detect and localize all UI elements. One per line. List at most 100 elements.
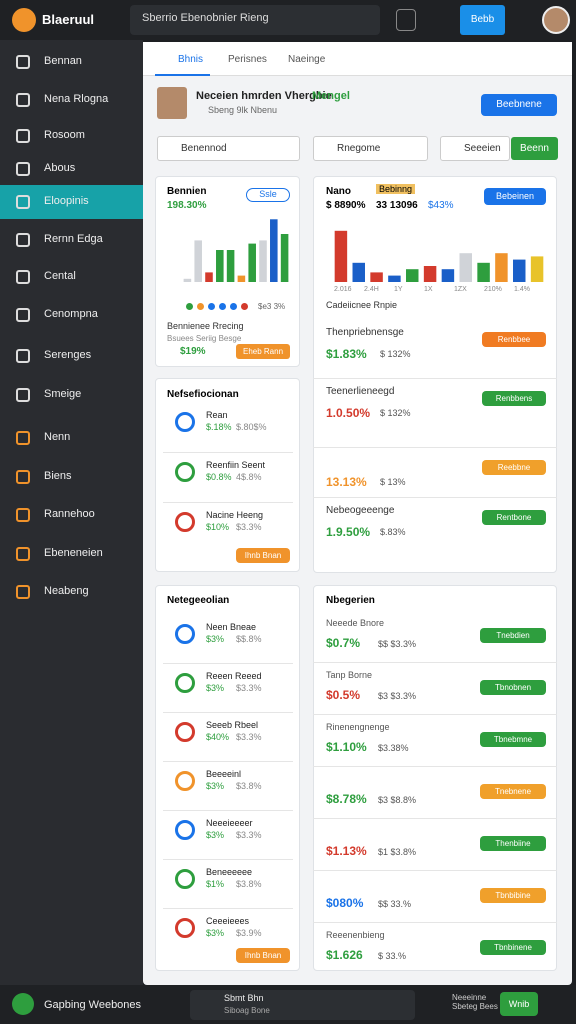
bar [477, 262, 490, 282]
row-button[interactable]: Renbbee [482, 332, 546, 347]
sidebar-item[interactable]: Rannehoo [44, 508, 95, 520]
sidebar-item[interactable]: Cental [44, 270, 76, 282]
sidebar-icon [16, 547, 30, 561]
sidebar-icon [16, 308, 30, 322]
bar [259, 240, 267, 282]
row-title: Teenerlieneegd [326, 386, 395, 397]
divider [163, 452, 293, 453]
chart-button[interactable]: Bebeinen [484, 188, 546, 205]
list-item-title: Reenfiin Seent [206, 460, 266, 470]
row-button[interactable]: Tnebnene [480, 784, 546, 799]
bar [352, 262, 365, 282]
sidebar-item[interactable]: Cenompna [44, 308, 98, 320]
divider [313, 766, 557, 767]
list-item-title: Beeeeinl [206, 769, 242, 779]
list-item-b: $3.3% [236, 522, 262, 532]
row-button[interactable]: Reebbne [482, 460, 546, 475]
filter-dropdown[interactable] [440, 136, 510, 161]
list-item-a: $1% [206, 879, 225, 889]
row-button[interactable]: Tbnobnen [480, 680, 546, 695]
divider [313, 870, 557, 871]
sidebar-item[interactable]: Biens [44, 470, 72, 482]
icon-button[interactable] [396, 9, 416, 31]
list-button[interactable]: Ihnb Bnan [236, 548, 290, 563]
profile-button[interactable]: Beebnene [481, 94, 557, 116]
row-title: Neeede Bnore [326, 618, 385, 628]
sidebar-item[interactable]: Smeige [44, 388, 82, 400]
bar [280, 234, 289, 282]
sidebar-icon [16, 162, 30, 176]
row-button[interactable]: Rentbone [482, 510, 546, 525]
bar-chart [183, 219, 289, 282]
row-button[interactable]: Tnebdien [480, 628, 546, 643]
x-tick-label: 1ZX [454, 286, 467, 293]
sidebar-icon [16, 195, 30, 209]
sidebar-item[interactable]: Serenges [44, 349, 92, 361]
row-small: $.83% [380, 527, 406, 537]
bar [513, 259, 526, 282]
chart-button[interactable]: Eheb Rann [236, 344, 290, 359]
list-icon [175, 512, 195, 532]
legend-dot [219, 303, 226, 310]
top-button[interactable]: Bebb [460, 5, 505, 35]
filter-dropdown[interactable] [313, 136, 428, 161]
filter-button[interactable]: Beenn [511, 137, 558, 160]
bar [441, 269, 455, 282]
search-box [130, 5, 380, 35]
filter-dropdown[interactable] [157, 136, 300, 161]
sidebar-item[interactable]: Bennan [44, 55, 82, 67]
list-icon [175, 462, 195, 482]
row-value: $1.10% [326, 740, 367, 754]
row-button[interactable]: Thenbiine [480, 836, 546, 851]
sidebar-icon [16, 388, 30, 402]
sidebar-item[interactable]: Abous [44, 162, 76, 174]
list-item-title: Neen Bneae [206, 622, 257, 632]
divider [163, 810, 293, 811]
tab[interactable]: Perisnes [228, 54, 267, 65]
bottom-button[interactable]: Wnib [500, 992, 538, 1016]
row-button[interactable]: Renbbens [482, 391, 546, 406]
row-small: $3 $3.3% [378, 691, 417, 701]
list-item-b: $3.3% [236, 683, 262, 693]
list-item-b: $3.8% [236, 781, 262, 791]
row-button[interactable]: Tbnbinene [480, 940, 546, 955]
sidebar-active[interactable] [0, 185, 143, 219]
sidebar-item[interactable]: Nenn [44, 431, 71, 443]
list-icon [175, 722, 195, 742]
row-title: Nebeogeeenge [326, 505, 395, 516]
row-small: $ 13% [380, 477, 406, 487]
sidebar-item[interactable]: Rernn Edga [44, 233, 103, 245]
list-button[interactable]: Ihnb Bnan [236, 948, 290, 963]
sidebar-icon [16, 585, 30, 599]
legend-dot [197, 303, 204, 310]
bar [495, 253, 508, 282]
row-small: $ 132% [380, 349, 411, 359]
bottom-select-text: Sbmt Bhn [224, 993, 264, 1003]
bar [226, 250, 235, 282]
sidebar-item[interactable]: Ebeneneien [44, 547, 103, 559]
list-item-b: $3.8% [236, 879, 262, 889]
bottom-select[interactable] [190, 990, 415, 1020]
tab[interactable]: Bhnis [178, 54, 204, 65]
sidebar-icon [16, 55, 30, 69]
bar [205, 272, 213, 282]
filter-text: Seeeien [464, 143, 501, 154]
divider [313, 497, 557, 498]
divider [163, 908, 293, 909]
divider [163, 502, 293, 503]
row-button[interactable]: Tbnebmne [480, 732, 546, 747]
bar [334, 230, 348, 282]
row-button[interactable]: Tbnbibine [480, 888, 546, 903]
sidebar-icon [16, 470, 30, 484]
sidebar-item[interactable]: Neabeng [44, 585, 89, 597]
list-item-title: Beneeeeee [206, 867, 253, 877]
list-item-a: $0.8% [206, 472, 232, 482]
sidebar-item[interactable]: Nena Rlogna [44, 93, 109, 105]
sidebar-item[interactable]: Eloopinis [44, 195, 89, 207]
tab[interactable]: Naeinge [288, 54, 326, 65]
chart-stat: $19% [180, 346, 206, 357]
row-value: $080% [326, 896, 364, 910]
sidebar-item[interactable]: Rosoom [44, 129, 85, 141]
bar [270, 219, 278, 282]
divider [313, 378, 557, 379]
